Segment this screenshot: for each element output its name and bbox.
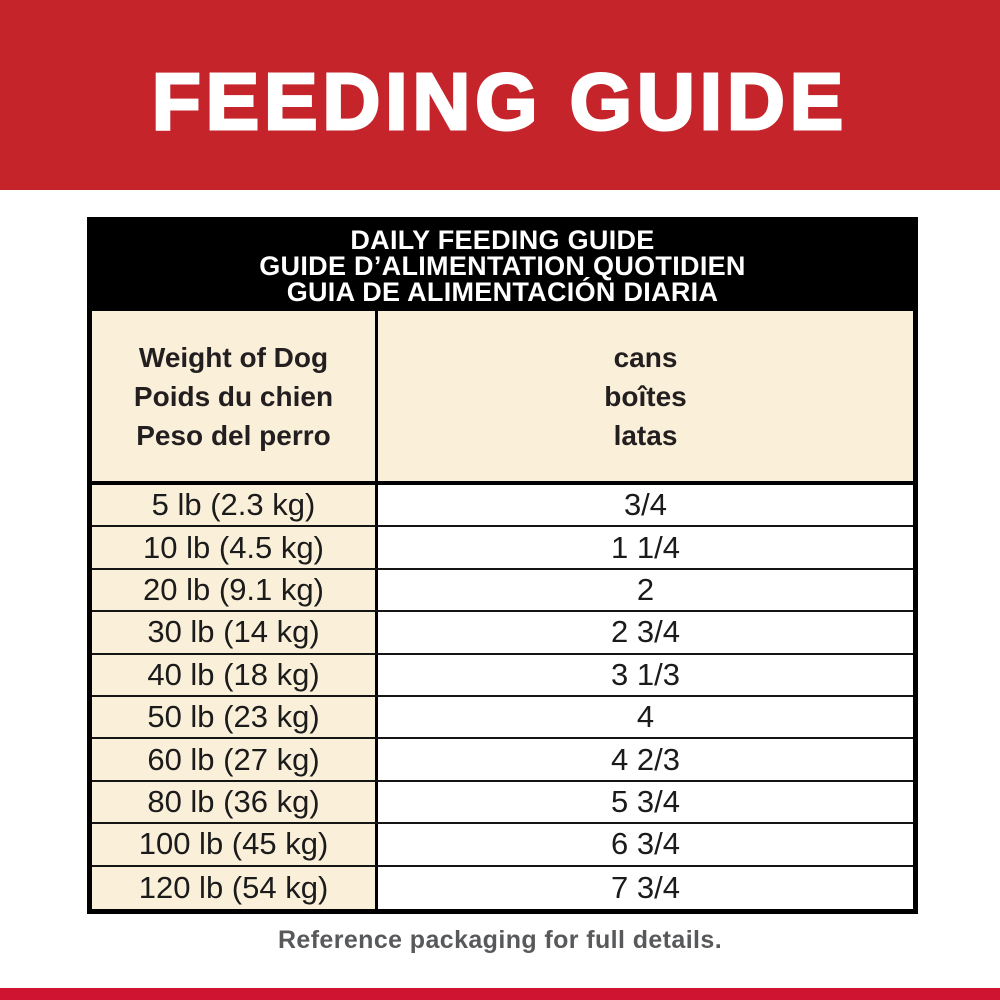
table-row: 10 lb (4.5 kg) 1 1/4 [92, 527, 913, 570]
cans-header-french: boîtes [604, 380, 687, 412]
table-title-spanish: GUIA DE ALIMENTACIÓN DIARIA [286, 277, 719, 307]
weight-cell: 120 lb (54 kg) [92, 866, 378, 909]
weight-cell: 5 lb (2.3 kg) [92, 485, 378, 526]
cans-header-english: cans [613, 341, 678, 373]
cans-cell: 4 [378, 696, 913, 738]
weight-cell: 20 lb (9.1 kg) [92, 569, 378, 611]
weight-cell: 100 lb (45 kg) [92, 824, 378, 865]
weight-cell: 40 lb (18 kg) [92, 654, 378, 695]
table-row: 60 lb (27 kg) 4 2/3 [92, 739, 913, 782]
weight-cell: 10 lb (4.5 kg) [92, 527, 378, 568]
cans-cell: 2 3/4 [378, 612, 913, 653]
feeding-guide-banner: FEEDING GUIDE [0, 0, 1000, 190]
footer-note: Reference packaging for full details. [277, 926, 723, 954]
cans-column-header: cans boîtes latas [378, 311, 913, 481]
table-row: 80 lb (36 kg) 5 3/4 [92, 781, 913, 825]
cans-cell: 3 1/3 [378, 654, 913, 695]
cans-cell: 7 3/4 [378, 866, 913, 909]
cans-cell: 3/4 [378, 485, 913, 526]
banner-title: FEEDING GUIDE [150, 56, 849, 148]
bottom-red-strip [0, 988, 1000, 1000]
weight-header-french: Poids du chien [133, 380, 334, 412]
weight-header-spanish: Peso del perro [136, 419, 331, 451]
table-title-block: DAILY FEEDING GUIDE GUIDE D’ALIMENTATION… [92, 222, 913, 311]
table-row: 30 lb (14 kg) 2 3/4 [92, 612, 913, 655]
table-row: 20 lb (9.1 kg) 2 [92, 569, 913, 613]
cans-cell: 1 1/4 [378, 527, 913, 568]
cans-header-spanish: latas [613, 419, 678, 451]
cans-cell: 6 3/4 [378, 824, 913, 865]
column-header-row: Weight of Dog Poids du chien Peso del pe… [92, 311, 913, 485]
weight-column-header: Weight of Dog Poids du chien Peso del pe… [92, 311, 378, 481]
table-title-english: DAILY FEEDING GUIDE [350, 225, 655, 255]
weight-header-english: Weight of Dog [138, 341, 329, 373]
table-row: 50 lb (23 kg) 4 [92, 696, 913, 740]
cans-cell: 2 [378, 569, 913, 611]
table-title-french: GUIDE D’ALIMENTATION QUOTIDIEN [259, 251, 746, 281]
table-row: 100 lb (45 kg) 6 3/4 [92, 824, 913, 867]
daily-feeding-guide-table: DAILY FEEDING GUIDE GUIDE D’ALIMENTATION… [87, 217, 918, 914]
weight-cell: 60 lb (27 kg) [92, 739, 378, 780]
cans-cell: 4 2/3 [378, 739, 913, 780]
table-row: 120 lb (54 kg) 7 3/4 [92, 866, 913, 909]
table-row: 40 lb (18 kg) 3 1/3 [92, 654, 913, 697]
table-body: 5 lb (2.3 kg) 3/4 10 lb (4.5 kg) 1 1/4 2… [92, 485, 913, 909]
cans-cell: 5 3/4 [378, 781, 913, 823]
weight-cell: 30 lb (14 kg) [92, 612, 378, 653]
weight-cell: 50 lb (23 kg) [92, 696, 378, 738]
weight-cell: 80 lb (36 kg) [92, 781, 378, 823]
table-row: 5 lb (2.3 kg) 3/4 [92, 485, 913, 528]
